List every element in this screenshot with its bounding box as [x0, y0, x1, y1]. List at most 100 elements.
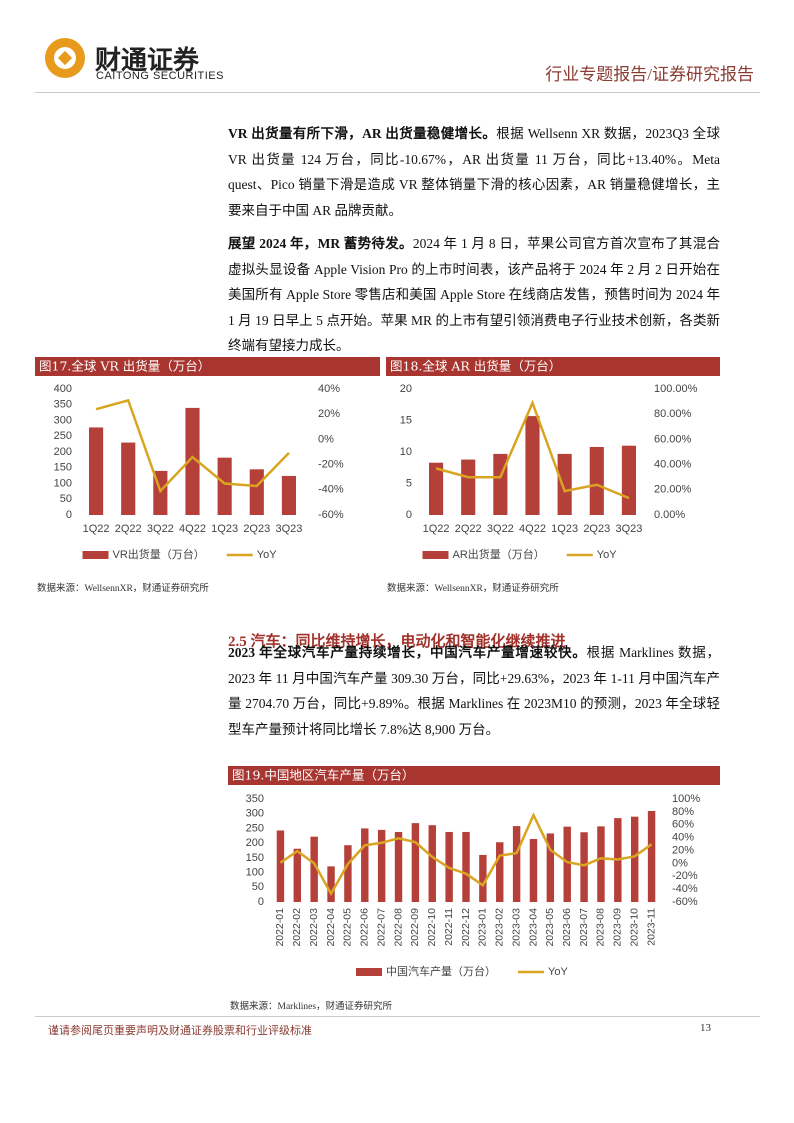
- footer-note: 谨请参阅尾页重要声明及财通证券股票和行业评级标准: [48, 1025, 312, 1037]
- x-tick-label: 2Q23: [243, 523, 270, 535]
- bar: [580, 832, 588, 902]
- x-tick-label: 2023-07: [578, 908, 590, 947]
- legend-swatch: [356, 968, 382, 976]
- y2-tick-label: 80%: [672, 806, 694, 818]
- y2-tick-label: 60%: [672, 819, 694, 831]
- y2-tick-label: -20%: [318, 459, 344, 471]
- x-tick-label: 2Q22: [455, 523, 482, 535]
- bar: [462, 831, 470, 902]
- bar: [281, 475, 296, 515]
- y-tick-label: 0: [258, 896, 264, 908]
- y-tick-label: 150: [54, 462, 72, 474]
- bar: [121, 442, 136, 515]
- x-tick-label: 2Q23: [583, 523, 610, 535]
- page-number: 13: [700, 1022, 711, 1034]
- bar: [276, 830, 285, 902]
- y-tick-label: 300: [246, 808, 264, 820]
- y-tick-label: 100: [54, 477, 72, 489]
- y2-tick-label: 0%: [672, 857, 688, 869]
- x-tick-label: 3Q23: [275, 523, 302, 535]
- y2-tick-label: 40.00%: [654, 459, 692, 471]
- paragraph: 2023 年全球汽车产量持续增长，中国汽车产量增速较快。根据 Marklines…: [228, 640, 720, 742]
- header-rule: [35, 92, 760, 93]
- bar: [429, 462, 444, 515]
- chart-title-bar: [228, 766, 720, 785]
- bar: [249, 469, 264, 515]
- bar: [529, 839, 538, 902]
- bar: [217, 457, 232, 515]
- x-tick-label: 2022-06: [359, 908, 371, 947]
- x-tick-label: 3Q22: [147, 523, 174, 535]
- bar: [394, 831, 403, 902]
- source-note: 数据来源：WellsennXR，财通证券研究所: [37, 584, 209, 594]
- y-tick-label: 50: [60, 493, 72, 505]
- x-tick-label: 2022-07: [375, 908, 387, 947]
- x-tick-label: 2022-02: [291, 908, 303, 947]
- x-tick-label: 1Q23: [211, 523, 238, 535]
- y2-tick-label: 20%: [318, 408, 340, 420]
- y-tick-label: 150: [246, 852, 264, 864]
- chart-title: 图17.全球 VR 出货量（万台）: [39, 359, 210, 374]
- x-tick-label: 4Q22: [179, 523, 206, 535]
- x-tick-label: 2022-11: [443, 908, 455, 946]
- x-tick-label: 2022-09: [409, 908, 421, 947]
- paragraph: VR 出货量有所下滑，AR 出货量稳健增长。根据 Wellsenn XR 数据，…: [228, 121, 720, 223]
- y2-tick-label: -60%: [672, 896, 698, 908]
- line-series: [95, 398, 290, 494]
- logo: [45, 38, 85, 78]
- bar: [344, 845, 352, 902]
- bar: [512, 826, 521, 902]
- bar: [89, 427, 104, 515]
- x-tick-label: 3Q22: [487, 523, 514, 535]
- paragraph-text: 根据 Marklines 数据，2023 年 11 月中国汽车产量 309.30…: [228, 645, 720, 737]
- x-tick-label: 2023-10: [628, 908, 640, 947]
- x-tick-label: 3Q23: [615, 523, 642, 535]
- x-tick-label: 1Q22: [83, 523, 110, 535]
- legend-label: VR出货量（万台）: [113, 547, 205, 561]
- bar: [557, 453, 572, 515]
- y2-tick-label: 100%: [672, 793, 700, 805]
- y-tick-label: 350: [246, 793, 264, 805]
- y2-tick-label: 20.00%: [654, 484, 692, 496]
- chart-title-bar: [386, 357, 720, 376]
- bar: [589, 446, 604, 515]
- legend-label: YoY: [257, 549, 277, 561]
- x-tick-label: 1Q23: [551, 523, 578, 535]
- x-tick-label: 2023-11: [645, 908, 657, 946]
- chart: 图18.全球 AR 出货量（万台） 0 5 10 15 20 0.00% 20.00% 40.0…: [386, 357, 720, 561]
- y-tick-label: 250: [246, 822, 264, 834]
- x-tick-label: 2022-12: [460, 908, 472, 947]
- company-name: 财通证券: [95, 46, 200, 76]
- paragraph-lead: 2023 年全球汽车产量持续增长，中国汽车产量增速较快。: [228, 645, 587, 660]
- bar: [185, 407, 200, 515]
- source-note: 数据来源：Marklines，财通证券研究所: [230, 1002, 393, 1012]
- x-tick-label: 2022-05: [342, 908, 354, 947]
- paragraph-text: 2024 年 1 月 8 日，苹果公司官方首次宣布了其混合虚拟头显设备 Appl…: [228, 236, 720, 353]
- y-tick-label: 250: [54, 430, 72, 442]
- y2-tick-label: -60%: [318, 509, 344, 521]
- source-note: 数据来源：WellsennXR，财通证券研究所: [387, 584, 559, 594]
- x-tick-label: 2022-08: [392, 908, 404, 947]
- y-tick-label: 200: [246, 837, 264, 849]
- x-tick-label: 2022-10: [426, 908, 438, 947]
- y-tick-label: 350: [54, 399, 72, 411]
- y2-tick-label: -20%: [672, 870, 698, 882]
- bar: [479, 854, 487, 902]
- bar: [563, 826, 571, 902]
- company-name-en: CAITONG SECURITIES: [96, 70, 224, 82]
- footer-rule: [35, 1016, 760, 1017]
- y-tick-label: 10: [400, 446, 412, 458]
- x-tick-label: 2022-03: [308, 908, 320, 947]
- x-tick-label: 2023-08: [595, 908, 607, 947]
- y2-tick-label: 40%: [318, 383, 340, 395]
- y-tick-label: 100: [246, 866, 264, 878]
- paragraph-lead: VR 出货量有所下滑，AR 出货量稳健增长。: [228, 126, 497, 141]
- chart: 图19.中国地区汽车产量（万台） 0 50 100 150 200 250 300 350 -60…: [228, 766, 720, 978]
- y-tick-label: 5: [406, 477, 412, 489]
- bar: [411, 823, 420, 902]
- y-tick-label: 0: [66, 509, 72, 521]
- line-series: [435, 399, 630, 500]
- y-tick-label: 300: [54, 414, 72, 426]
- y-tick-label: 50: [252, 881, 264, 893]
